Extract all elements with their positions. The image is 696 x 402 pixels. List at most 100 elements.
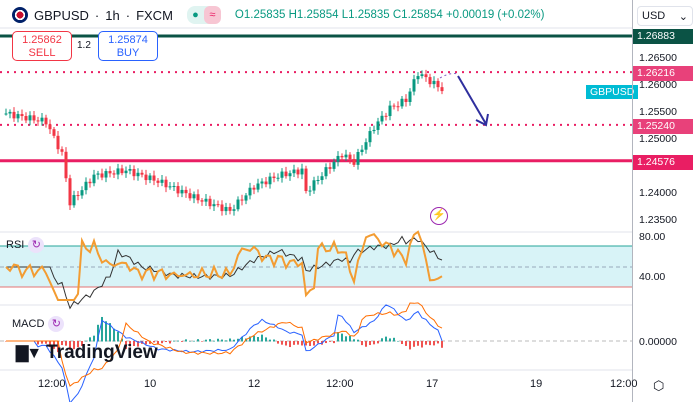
macd-histogram-bar: [409, 341, 411, 350]
macd-histogram-bar: [185, 339, 187, 342]
candle: [332, 161, 336, 169]
macd-histogram-bar: [93, 335, 95, 342]
macd-histogram-bar: [377, 341, 379, 344]
sell-button[interactable]: 1.25862 SELL: [12, 31, 72, 61]
symbol-label: GBPUSD: [586, 85, 639, 99]
candle: [304, 168, 308, 192]
macd-histogram-bar: [105, 321, 107, 342]
candle: [204, 198, 208, 202]
candle: [112, 173, 116, 175]
candle: [312, 180, 316, 191]
candle: [212, 204, 216, 207]
interval[interactable]: 1h: [105, 7, 120, 23]
macd-histogram-bar: [241, 337, 243, 342]
macd-histogram-bar: [405, 341, 407, 346]
macd-histogram-bar: [289, 341, 291, 348]
tradingview-logo[interactable]: ▇▼ TradingView: [16, 342, 158, 363]
candle: [360, 149, 364, 153]
loading-icon: ↻: [28, 237, 45, 253]
macd-histogram-bar: [309, 341, 311, 346]
candle: [76, 195, 80, 197]
macd-histogram-bar: [153, 341, 155, 343]
candle: [136, 172, 140, 177]
candle: [100, 173, 104, 178]
candle: [344, 154, 348, 158]
macd-histogram-bar: [109, 323, 111, 342]
symbol[interactable]: GBPUSD: [34, 7, 89, 23]
rsi-legend[interactable]: RSI ↻: [6, 237, 45, 253]
candle: [120, 168, 124, 174]
macd-histogram-bar: [189, 340, 191, 342]
candle: [244, 195, 248, 201]
macd-histogram-bar: [133, 341, 135, 346]
price-tick: 1.26500: [639, 52, 677, 64]
time-label: 17: [426, 378, 439, 390]
symbol-header[interactable]: GBPUSD · 1h · FXCM ● ≈ O1.25835 H1.25854 L1…: [12, 6, 544, 24]
candle: [248, 187, 252, 196]
macd-histogram-bar: [269, 339, 271, 342]
macd-histogram-bar: [161, 341, 163, 344]
buy-button[interactable]: 1.25874 BUY: [98, 31, 158, 61]
time-label: 19: [530, 378, 543, 390]
candle: [184, 189, 188, 194]
market-status[interactable]: ● ≈: [186, 6, 221, 24]
time-label: 12: [248, 378, 261, 390]
candle: [352, 159, 356, 165]
macd-histogram-bar: [237, 338, 239, 342]
candle: [132, 169, 136, 177]
macd-histogram-bar: [333, 341, 335, 344]
candle: [192, 194, 196, 199]
time-label: 12:00: [326, 378, 354, 390]
candle: [60, 149, 64, 152]
candle: [36, 120, 40, 122]
candle: [196, 194, 200, 201]
price-tick: 1.24000: [639, 187, 677, 199]
macd-histogram-bar: [69, 341, 71, 351]
macd-histogram-bar: [353, 339, 355, 342]
rsi-tick: 80.00: [639, 231, 666, 243]
candle: [340, 155, 344, 158]
macd-line: [6, 304, 443, 402]
macd-histogram-bar: [305, 341, 307, 346]
candle: [44, 117, 48, 125]
macd-histogram-bar: [221, 339, 223, 342]
candle: [96, 173, 100, 175]
candle: [276, 177, 280, 179]
candle: [368, 131, 372, 143]
candle: [116, 168, 120, 175]
candle: [384, 115, 388, 117]
macd-histogram-bar: [77, 341, 79, 348]
candle: [124, 170, 128, 174]
candle: [336, 155, 340, 162]
macd-histogram-bar: [149, 341, 151, 344]
macd-histogram-bar: [337, 332, 339, 342]
macd-histogram-bar: [253, 335, 255, 342]
macd-histogram-bar: [413, 341, 415, 347]
macd-histogram-bar: [393, 337, 395, 342]
price-axis[interactable]: USD ⌄ 1.26500 1.26000 1.25500 1.25000 1.2…: [632, 0, 696, 402]
candle: [8, 111, 12, 114]
candle: [92, 174, 96, 184]
candle: [208, 198, 212, 207]
currency-select[interactable]: USD ⌄: [637, 6, 693, 26]
settings-icon[interactable]: ⬡: [653, 378, 665, 393]
exchange: FXCM: [136, 7, 173, 23]
macd-histogram-bar: [277, 341, 279, 344]
candle: [220, 204, 224, 212]
candle: [72, 195, 76, 206]
macd-histogram-bar: [385, 336, 387, 342]
events-bolt-icon[interactable]: ⚡: [430, 207, 448, 225]
macd-histogram-bar: [205, 339, 207, 342]
candle: [200, 200, 204, 202]
candle: [216, 204, 220, 206]
candle: [356, 152, 360, 165]
candle: [284, 171, 288, 177]
candle: [52, 129, 56, 136]
candle: [388, 105, 392, 117]
macd-legend[interactable]: MACD ↻: [12, 316, 65, 332]
macd-histogram-bar: [341, 333, 343, 342]
candle: [420, 74, 424, 77]
level-tag: 1.26216: [633, 66, 693, 81]
macd-histogram-bar: [73, 341, 75, 350]
candle: [260, 181, 264, 184]
